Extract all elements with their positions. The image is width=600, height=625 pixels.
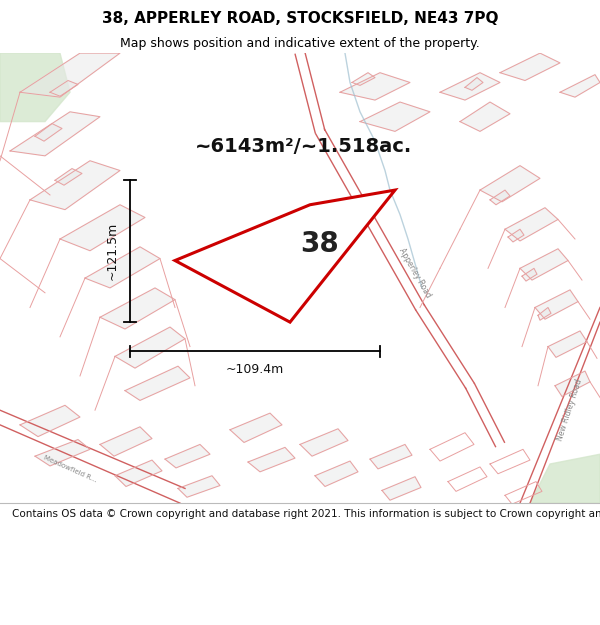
Polygon shape xyxy=(352,72,375,86)
Polygon shape xyxy=(20,405,80,437)
Polygon shape xyxy=(230,413,282,442)
Polygon shape xyxy=(0,53,70,122)
Text: Apperley Road: Apperley Road xyxy=(397,247,433,299)
Polygon shape xyxy=(10,112,100,156)
Polygon shape xyxy=(175,190,395,322)
Polygon shape xyxy=(20,53,120,97)
Polygon shape xyxy=(55,169,82,185)
Polygon shape xyxy=(35,439,90,466)
Polygon shape xyxy=(555,371,590,396)
Polygon shape xyxy=(530,454,600,503)
Polygon shape xyxy=(460,102,510,131)
Polygon shape xyxy=(490,190,510,205)
Polygon shape xyxy=(340,72,410,100)
Polygon shape xyxy=(165,444,210,468)
Text: 38: 38 xyxy=(301,230,340,258)
Text: ~6143m²/~1.518ac.: ~6143m²/~1.518ac. xyxy=(195,136,412,156)
Polygon shape xyxy=(440,72,500,100)
Polygon shape xyxy=(500,53,560,81)
Text: New Ridley Road: New Ridley Road xyxy=(556,378,584,442)
Polygon shape xyxy=(248,448,295,472)
Polygon shape xyxy=(300,429,348,456)
Text: Contains OS data © Crown copyright and database right 2021. This information is : Contains OS data © Crown copyright and d… xyxy=(12,509,600,519)
Polygon shape xyxy=(125,366,190,401)
Polygon shape xyxy=(560,74,600,97)
Polygon shape xyxy=(315,461,358,486)
Text: Map shows position and indicative extent of the property.: Map shows position and indicative extent… xyxy=(120,38,480,50)
Polygon shape xyxy=(100,288,175,329)
Polygon shape xyxy=(60,205,145,251)
Polygon shape xyxy=(538,308,551,320)
Polygon shape xyxy=(522,268,537,281)
Polygon shape xyxy=(535,290,578,319)
Polygon shape xyxy=(370,444,412,469)
Polygon shape xyxy=(360,102,430,131)
Polygon shape xyxy=(30,161,120,209)
Polygon shape xyxy=(35,124,62,141)
Polygon shape xyxy=(85,247,160,288)
Polygon shape xyxy=(508,229,524,242)
Text: ~121.5m: ~121.5m xyxy=(106,222,119,281)
Text: Meadowfield R...: Meadowfield R... xyxy=(43,454,97,483)
Polygon shape xyxy=(115,460,162,486)
Polygon shape xyxy=(520,249,568,280)
Polygon shape xyxy=(465,78,483,90)
Text: ~109.4m: ~109.4m xyxy=(226,362,284,376)
Text: 38, APPERLEY ROAD, STOCKSFIELD, NE43 7PQ: 38, APPERLEY ROAD, STOCKSFIELD, NE43 7PQ xyxy=(102,11,498,26)
Polygon shape xyxy=(480,166,540,202)
Polygon shape xyxy=(548,331,587,357)
Polygon shape xyxy=(382,477,421,500)
Polygon shape xyxy=(115,327,185,368)
Polygon shape xyxy=(505,208,558,241)
Polygon shape xyxy=(178,476,220,498)
Polygon shape xyxy=(50,81,78,96)
Polygon shape xyxy=(100,427,152,456)
